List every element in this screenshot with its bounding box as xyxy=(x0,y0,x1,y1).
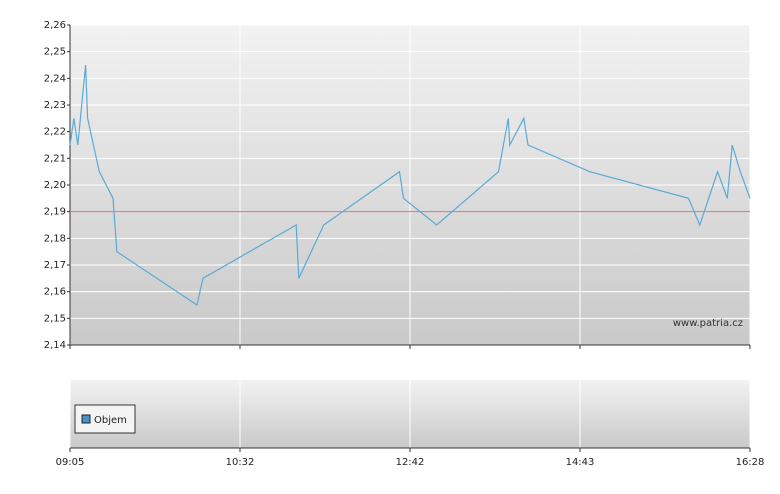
y-tick-label: 2,21 xyxy=(44,153,66,164)
y-tick-label: 2,20 xyxy=(44,180,66,191)
y-tick-label: 2,15 xyxy=(44,313,66,324)
legend-label: Objem xyxy=(94,415,127,426)
y-tick-label: 2,25 xyxy=(44,47,66,58)
watermark: www.patria.cz xyxy=(673,318,743,329)
legend-swatch xyxy=(81,414,91,424)
y-tick-label: 2,24 xyxy=(44,73,66,84)
x-tick-label: 09:05 xyxy=(56,457,85,468)
y-tick-label: 2,16 xyxy=(44,287,66,298)
x-tick-label: 16:28 xyxy=(736,457,765,468)
x-tick-label: 10:32 xyxy=(226,457,255,468)
y-tick-label: 2,17 xyxy=(44,260,66,271)
x-tick-label: 14:43 xyxy=(566,457,595,468)
y-tick-label: 2,26 xyxy=(44,20,66,31)
y-tick-label: 2,14 xyxy=(44,340,66,351)
y-tick-label: 2,22 xyxy=(44,127,66,138)
y-tick-label: 2,23 xyxy=(44,100,66,111)
price-line xyxy=(69,64,751,306)
y-tick-label: 2,19 xyxy=(44,207,66,218)
x-tick-label: 12:42 xyxy=(396,457,425,468)
y-tick-label: 2,18 xyxy=(44,233,66,244)
